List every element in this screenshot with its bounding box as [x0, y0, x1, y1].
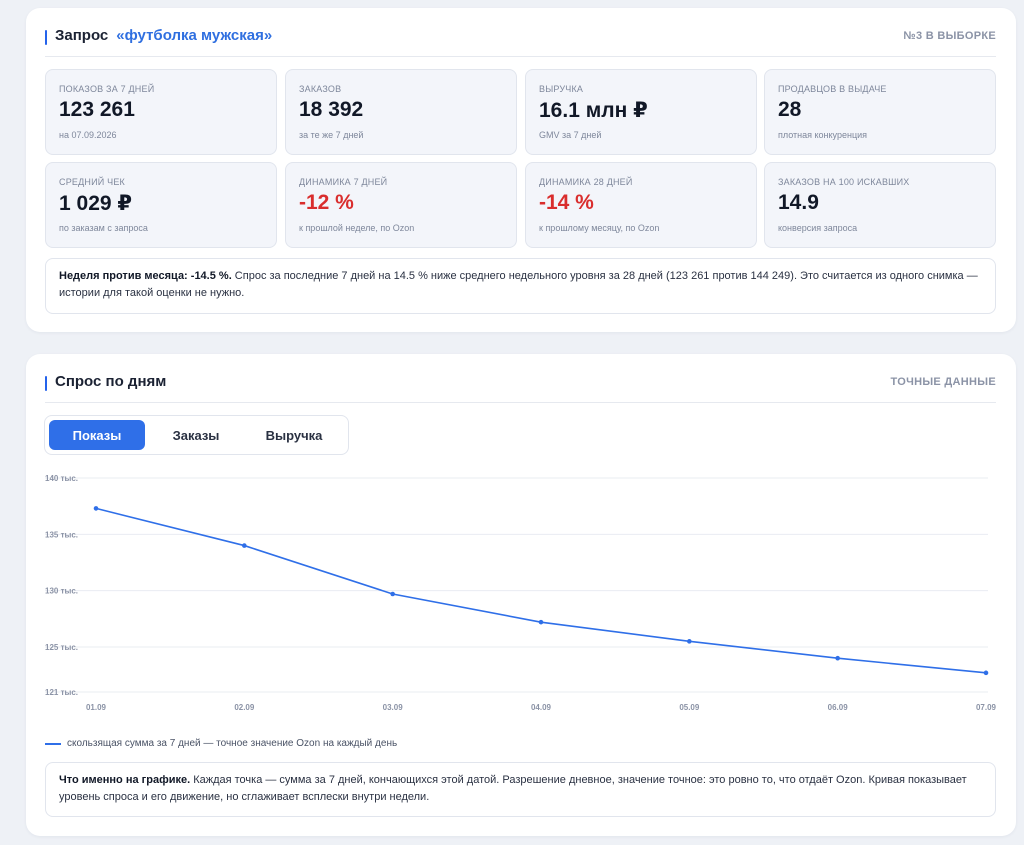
query-card-header: Запрос «футболка мужская» №3 В ВЫБОРКЕ [45, 8, 996, 57]
week-vs-month-note: Неделя против месяца: -14.5 %. Спрос за … [45, 258, 996, 314]
data-point[interactable] [93, 506, 99, 511]
metric-tile: ПОКАЗОВ ЗА 7 ДНЕЙ 123 261 на 07.09.2026 [45, 69, 277, 155]
legend-swatch [45, 742, 61, 745]
metric-value: -12 % [299, 191, 354, 214]
metric-subtitle: по заказам с запроса [59, 223, 148, 233]
query-text: «футболка мужская» [116, 27, 273, 44]
metric-tile: СРЕДНИЙ ЧЕК 1 029 ₽ по заказам с запроса [45, 162, 277, 248]
metric-label: ДИНАМИКА 7 ДНЕЙ [299, 177, 388, 187]
data-point[interactable] [687, 639, 692, 644]
data-point[interactable] [390, 591, 395, 597]
metric-subtitle: к прошлому месяцу, по Ozon [539, 223, 660, 233]
demand-line-chart: 140 тыс. 135 тыс. 130 тыс. 125 тыс. 121 тыс.… [45, 474, 997, 712]
metric-subtitle: за те же 7 дней [299, 130, 364, 140]
x-tick-label: 02.09 [234, 703, 255, 712]
data-point[interactable] [983, 670, 989, 676]
metric-tile: ДИНАМИКА 7 ДНЕЙ -12 % к прошлой неделе, по… [285, 162, 517, 248]
note-text: Каждая точка — сумма за 7 дней, кончающи… [59, 774, 967, 803]
metric-tile: ДИНАМИКА 28 ДНЕЙ -14 % к прошлому месяцу, … [525, 162, 757, 248]
metric-label: ЗАКАЗОВ [299, 84, 342, 94]
chart-explanation-note: Что именно на графике. Каждая точка — су… [45, 762, 996, 817]
y-tick-label: 125 тыс. [45, 643, 78, 652]
metric-value: 123 261 [59, 98, 135, 121]
metric-label: ВЫРУЧКА [539, 84, 584, 94]
y-tick-label: 135 тыс. [45, 530, 78, 539]
exact-data-label: ТОЧНЫЕ ДАННЫЕ [890, 376, 996, 388]
tab-revenue[interactable]: Выручка [265, 427, 323, 443]
x-tick-label: 06.09 [828, 703, 849, 712]
y-tick-label: 121 тыс. [45, 688, 78, 697]
x-tick-label: 07.09 [976, 703, 997, 712]
note-bold: Что именно на графике. [59, 774, 191, 786]
metric-tile: ВЫРУЧКА 16.1 млн ₽ GMV за 7 дней [525, 69, 757, 155]
query-title-prefix: Запрос [55, 27, 109, 44]
metric-subtitle: GMV за 7 дней [539, 130, 602, 140]
metric-label: СРЕДНИЙ ЧЕК [59, 177, 125, 187]
demand-card-header: Спрос по дням ТОЧНЫЕ ДАННЫЕ [45, 354, 996, 403]
x-tick-label: 03.09 [383, 703, 404, 712]
metric-subtitle: к прошлой неделе, по Ozon [299, 223, 415, 233]
header-accent-bar [45, 376, 47, 391]
header-accent-bar [45, 30, 47, 45]
note-text: Спрос за последние 7 дней на 14.5 % ниже… [59, 270, 978, 299]
metric-value: 18 392 [299, 98, 364, 121]
note-bold: Неделя против месяца: -14.5 %. [59, 270, 232, 282]
legend-label: скользящая сумма за 7 дней — точное знач… [67, 738, 398, 749]
metric-tile: ЗАКАЗОВ НА 100 ИСКАВШИХ 14.9 конверсия зап… [764, 162, 996, 248]
metric-value: 14.9 [778, 191, 819, 214]
metric-value: 1 029 ₽ [59, 192, 132, 215]
x-tick-label: 04.09 [531, 703, 552, 712]
y-tick-label: 130 тыс. [45, 587, 78, 596]
metric-value: 28 [778, 98, 802, 121]
query-summary-card: Запрос «футболка мужская» №3 В ВЫБОРКЕ ПО… [26, 8, 1016, 332]
y-tick-label: 140 тыс. [45, 474, 78, 483]
metric-tile: ПРОДАВЦОВ В ВЫДАЧЕ 28 плотная конкуренция [764, 69, 996, 155]
metric-subtitle: плотная конкуренция [778, 130, 867, 140]
metric-tile: ЗАКАЗОВ 18 392 за те же 7 дней [285, 69, 517, 155]
metric-subtitle: на 07.09.2026 [59, 130, 117, 140]
tab-orders[interactable]: Заказы [172, 427, 220, 443]
metric-value: -14 % [539, 191, 594, 214]
data-point[interactable] [538, 619, 544, 625]
x-tick-label: 01.09 [86, 703, 107, 712]
tab-shows[interactable]: Показы [49, 420, 145, 450]
metric-tabs: Показы Заказы Выручка [44, 415, 349, 455]
metric-subtitle: конверсия запроса [778, 223, 858, 233]
chart-legend: скользящая сумма за 7 дней — точное знач… [45, 738, 397, 749]
metric-label: ПОКАЗОВ ЗА 7 ДНЕЙ [59, 84, 155, 94]
x-tick-label: 05.09 [679, 703, 700, 712]
metric-label: ПРОДАВЦОВ В ВЫДАЧЕ [778, 84, 887, 94]
query-card-title: Запрос «футболка мужская» [55, 27, 272, 44]
rank-badge: №3 В ВЫБОРКЕ [903, 30, 996, 42]
data-point[interactable] [835, 655, 840, 661]
data-point[interactable] [242, 543, 247, 548]
metric-label: ДИНАМИКА 28 ДНЕЙ [539, 177, 633, 187]
metric-value: 16.1 млн ₽ [539, 99, 648, 122]
demand-card-title: Спрос по дням [55, 373, 167, 390]
metric-label: ЗАКАЗОВ НА 100 ИСКАВШИХ [778, 177, 910, 187]
demand-by-day-card: Спрос по дням ТОЧНЫЕ ДАННЫЕ Показы Заказ… [26, 354, 1016, 836]
